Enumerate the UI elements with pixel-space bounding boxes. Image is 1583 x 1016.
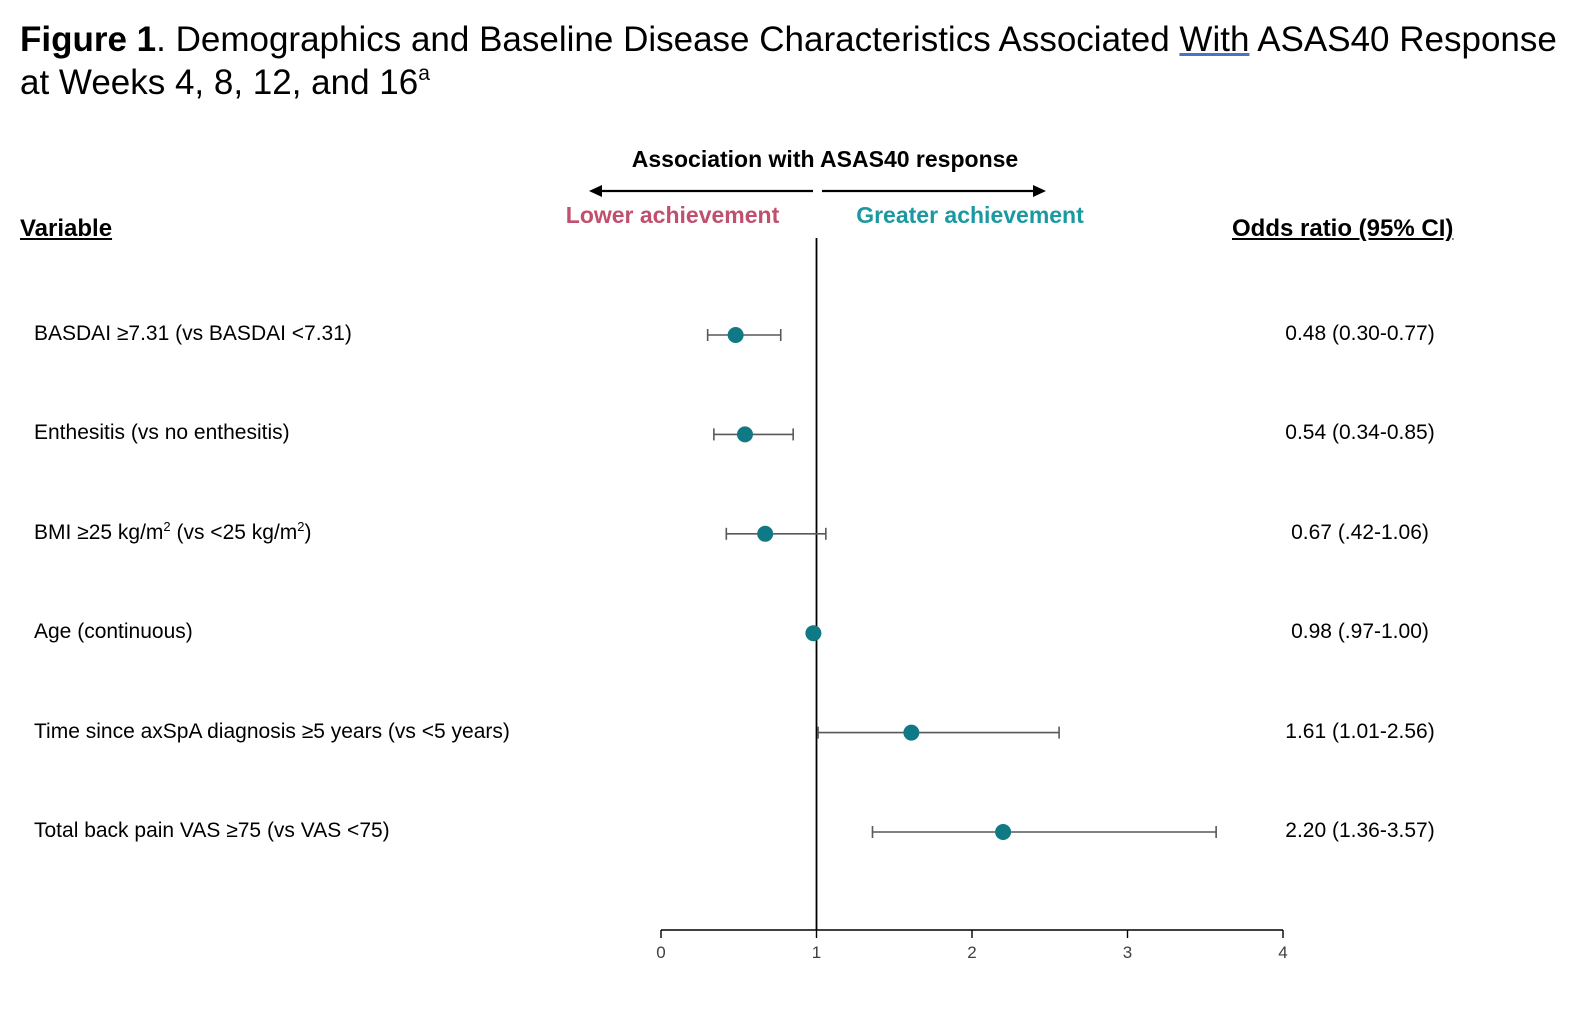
row-odds-ratio: 2.20 (1.36-3.57): [1285, 819, 1435, 842]
row-label-text: Enthesitis (vs no enthesitis): [34, 421, 290, 445]
x-tick-label: 2: [967, 943, 976, 962]
title-footnote-marker: a: [418, 62, 430, 85]
title-text-2: ASAS40 Response at Weeks 4, 8, 12, and 1…: [20, 20, 1557, 102]
left-arrow-head: [589, 185, 602, 197]
row-label-text: Age (continuous): [34, 620, 193, 644]
direction-header: Association with ASAS40 response: [631, 146, 1019, 172]
x-tick-label: 0: [656, 943, 665, 962]
row-label: Enthesitis (vs no enthesitis): [34, 421, 290, 445]
row-label-superscript: 2: [297, 518, 305, 534]
row-label-text: Total back pain VAS ≥75 (vs VAS <75): [34, 819, 390, 842]
row-label: Age (continuous): [34, 620, 193, 644]
figure-title: Figure 1. Demographics and Baseline Dise…: [20, 18, 1560, 104]
title-text-1: . Demographics and Baseline Disease Char…: [156, 20, 1180, 59]
row-label-text: BMI ≥25 kg/m: [34, 520, 164, 544]
row-label: Time since axSpA diagnosis ≥5 years (vs …: [34, 720, 510, 744]
row-label: Total back pain VAS ≥75 (vs VAS <75): [34, 819, 390, 843]
x-axis: 0 1 2 3 4: [656, 929, 1288, 962]
row-label-text: (vs <25 kg/m: [170, 520, 298, 544]
point-estimate-marker: [805, 625, 822, 642]
row-odds-ratio: 0.98 (.97-1.00): [1291, 620, 1429, 644]
variable-column-header: Variable: [20, 215, 113, 242]
row-label-text: Time since axSpA diagnosis ≥5 years (vs …: [34, 719, 510, 743]
odds-ratio-column-header: Odds ratio (95% CI): [1232, 215, 1454, 242]
row-odds-ratio: 0.54 (0.34-0.85): [1285, 421, 1435, 445]
greater-achievement-label: Greater achievement: [856, 202, 1084, 228]
point-estimate-marker: [995, 824, 1012, 840]
row-odds-ratio: 1.61 (1.01-2.56): [1285, 719, 1435, 743]
x-tick-label: 1: [812, 943, 821, 962]
x-tick-label: 3: [1123, 943, 1132, 962]
title-with-word: With: [1179, 20, 1250, 59]
row-label: BASDAI ≥7.31 (vs BASDAI <7.31): [34, 322, 352, 346]
row-odds-ratio: 0.48 (0.30-0.77): [1285, 322, 1435, 345]
lower-achievement-label: Lower achievement: [565, 202, 780, 228]
row-odds-ratio: 0.67 (.42-1.06): [1291, 520, 1429, 544]
row-label: BMI ≥25 kg/m2 (vs <25 kg/m2): [34, 518, 312, 545]
data-marks: [706, 238, 1217, 930]
point-estimate-marker: [903, 724, 920, 741]
point-estimate-marker: [736, 426, 753, 443]
x-tick-label: 4: [1278, 943, 1287, 962]
figure-label: Figure 1: [20, 20, 157, 59]
point-estimate-marker: [727, 327, 744, 343]
row-label-text: BASDAI ≥7.31 (vs BASDAI <7.31): [34, 322, 352, 345]
row-label-text: ): [304, 520, 312, 544]
point-estimate-marker: [757, 525, 774, 542]
right-arrow-head: [1033, 185, 1046, 197]
row-label-superscript: 2: [163, 518, 171, 534]
